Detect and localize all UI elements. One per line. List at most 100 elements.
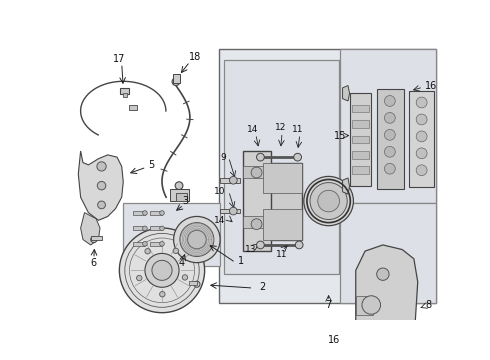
Text: 15: 15: [334, 131, 346, 141]
Circle shape: [416, 131, 427, 142]
Circle shape: [180, 222, 214, 256]
Circle shape: [385, 112, 395, 123]
Bar: [220, 209, 240, 213]
Text: 2: 2: [259, 282, 265, 292]
Bar: [220, 178, 240, 183]
Bar: [123, 93, 127, 97]
Circle shape: [194, 281, 200, 287]
Circle shape: [251, 219, 262, 230]
Bar: [340, 49, 436, 203]
Circle shape: [91, 237, 97, 243]
Text: 5: 5: [148, 160, 154, 170]
Bar: [352, 136, 369, 143]
Circle shape: [377, 337, 389, 350]
Text: 13: 13: [245, 245, 257, 254]
Bar: [349, 93, 371, 186]
Text: 3: 3: [182, 196, 188, 206]
Circle shape: [294, 153, 301, 161]
Circle shape: [295, 241, 303, 249]
Bar: [149, 242, 162, 246]
Bar: [133, 226, 145, 230]
Bar: [352, 105, 369, 112]
Circle shape: [160, 292, 165, 297]
Bar: [244, 151, 270, 251]
Bar: [352, 151, 369, 159]
Text: 7: 7: [325, 300, 332, 310]
Circle shape: [416, 165, 427, 176]
Circle shape: [362, 296, 381, 314]
Bar: [244, 166, 270, 178]
Circle shape: [257, 241, 264, 249]
Circle shape: [385, 130, 395, 140]
Circle shape: [229, 176, 237, 184]
Bar: [352, 166, 369, 174]
Circle shape: [385, 163, 395, 174]
Bar: [170, 189, 189, 201]
Polygon shape: [78, 151, 123, 220]
Circle shape: [251, 167, 262, 178]
Circle shape: [97, 162, 106, 171]
Circle shape: [120, 228, 205, 313]
Bar: [263, 163, 301, 239]
Text: 8: 8: [425, 300, 432, 310]
Circle shape: [304, 176, 353, 226]
Circle shape: [137, 275, 142, 281]
Text: 10: 10: [214, 186, 225, 195]
Bar: [356, 296, 373, 315]
Text: 16: 16: [328, 335, 340, 345]
Text: 16: 16: [425, 81, 437, 91]
Circle shape: [98, 181, 106, 190]
Bar: [133, 242, 145, 246]
Circle shape: [385, 147, 395, 157]
Bar: [224, 60, 339, 274]
Text: 14: 14: [247, 125, 258, 134]
Text: 18: 18: [189, 52, 201, 62]
Circle shape: [145, 253, 179, 287]
Circle shape: [310, 183, 347, 220]
Circle shape: [143, 242, 147, 246]
Circle shape: [318, 190, 340, 212]
Circle shape: [416, 114, 427, 125]
Circle shape: [143, 226, 147, 231]
Circle shape: [160, 226, 164, 231]
Bar: [263, 163, 301, 193]
Circle shape: [175, 182, 183, 189]
Text: 11: 11: [276, 250, 288, 259]
Bar: [263, 209, 301, 239]
Circle shape: [385, 95, 395, 106]
Circle shape: [152, 260, 172, 280]
Circle shape: [182, 275, 188, 280]
Bar: [244, 216, 270, 228]
Circle shape: [98, 201, 105, 209]
Text: 6: 6: [91, 258, 97, 267]
Bar: [149, 226, 162, 230]
Bar: [133, 211, 145, 215]
Circle shape: [173, 216, 220, 263]
Text: 17: 17: [113, 54, 125, 64]
Text: 14: 14: [214, 216, 225, 225]
Circle shape: [416, 97, 427, 108]
Circle shape: [257, 153, 264, 161]
Text: 1: 1: [238, 256, 244, 266]
Text: 11: 11: [292, 125, 303, 134]
Circle shape: [416, 148, 427, 159]
Circle shape: [188, 230, 206, 249]
Bar: [219, 49, 436, 303]
Circle shape: [377, 268, 389, 280]
Circle shape: [160, 242, 164, 246]
Bar: [340, 203, 436, 303]
Circle shape: [173, 248, 178, 253]
Circle shape: [172, 78, 180, 86]
Text: 12: 12: [275, 123, 286, 132]
Bar: [409, 91, 434, 187]
Bar: [120, 88, 129, 94]
Bar: [377, 89, 404, 189]
Polygon shape: [343, 86, 349, 101]
Text: 9: 9: [220, 153, 226, 162]
Bar: [123, 203, 220, 266]
Circle shape: [160, 211, 164, 215]
Polygon shape: [356, 245, 418, 360]
Polygon shape: [81, 213, 100, 245]
Bar: [176, 193, 187, 201]
Text: 4: 4: [178, 258, 184, 267]
